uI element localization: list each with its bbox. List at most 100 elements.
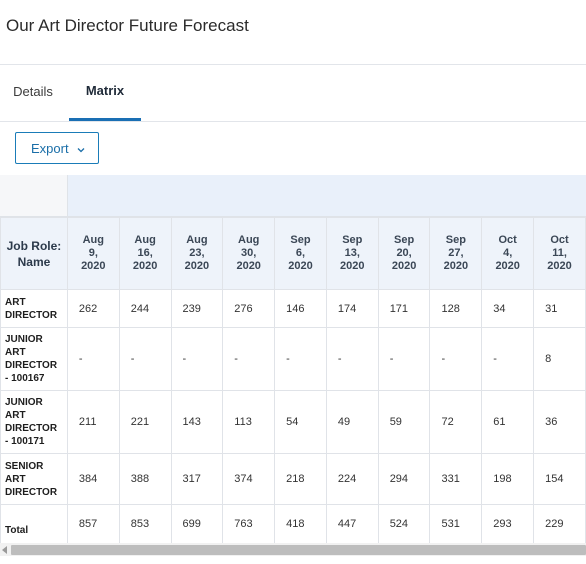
export-button-label: Export — [31, 140, 69, 156]
date-header-part: 2020 — [288, 260, 313, 272]
table-cell[interactable]: 699 — [170, 504, 224, 543]
table-cell[interactable]: 374 — [222, 453, 276, 505]
table-cell[interactable]: 34 — [481, 289, 535, 328]
table-row: JUNIOR ART DIRECTOR - 100167- - - - - - - - -8 — [0, 327, 586, 391]
job-role-header-label: Job Role: Name — [6, 238, 62, 269]
tab-matrix[interactable]: Matrix — [69, 66, 141, 122]
table-cell[interactable]: 524 — [377, 504, 431, 543]
tabs-divider — [0, 121, 586, 122]
row-label-part: - 100171 — [5, 436, 45, 447]
table-cell[interactable]: 128 — [429, 289, 483, 328]
table-cell[interactable]: 218 — [274, 453, 327, 505]
table-cell[interactable]: 418 — [274, 504, 327, 543]
table-cell[interactable]: 276 — [222, 289, 276, 328]
table-cell[interactable]: 211 — [66, 390, 120, 454]
row-label: ART DIRECTOR — [0, 289, 68, 328]
table-cell[interactable]: 447 — [325, 504, 379, 543]
column-header-date[interactable]: Aug 16, 2020 — [118, 217, 172, 290]
table-cell[interactable]: 49 — [325, 390, 379, 454]
column-header-date[interactable]: Aug 23, 2020 — [170, 217, 224, 290]
date-header-part: Sep — [393, 234, 415, 246]
date-header-part: 2020 — [81, 260, 106, 272]
date-header-part: Sep — [445, 234, 466, 246]
table-cell[interactable]: 853 — [118, 504, 172, 543]
date-header-part: 2020 — [391, 260, 417, 272]
column-header-date[interactable]: Sep 27, 2020 — [429, 217, 483, 290]
tab-details[interactable]: Details — [13, 84, 53, 99]
table-cell[interactable]: 171 — [377, 289, 431, 328]
column-header-date[interactable]: Sep 6, 2020 — [274, 217, 327, 290]
table-cell[interactable]: 31 — [533, 289, 586, 328]
column-header-date[interactable]: Sep 13, 2020 — [325, 217, 379, 290]
table-cell[interactable]: - — [274, 327, 327, 391]
table-cell[interactable]: 146 — [274, 289, 327, 328]
table-cell[interactable]: 59 — [377, 390, 431, 454]
table-cell[interactable]: 262 — [66, 289, 120, 328]
table-cell[interactable]: 174 — [325, 289, 379, 328]
date-header-part: 20, — [396, 247, 412, 259]
table-cell[interactable]: 72 — [429, 390, 483, 454]
date-header-part: 2020 — [132, 260, 158, 272]
table-cell[interactable]: 221 — [118, 390, 172, 454]
table-cell[interactable]: 36 — [533, 390, 586, 454]
table-cell[interactable]: 113 — [222, 390, 276, 454]
matrix-table: Job Role: Name Aug 9, 2020 Aug 16, 2020 Aug 23,… — [0, 217, 586, 543]
table-cell[interactable]: 857 — [66, 504, 120, 543]
tab-matrix-label: Matrix — [85, 83, 125, 98]
table-cell[interactable]: 384 — [66, 453, 120, 505]
column-header-date[interactable]: Oct 11, 2020 — [533, 217, 586, 290]
column-header-date[interactable]: Aug 9, 2020 — [66, 217, 120, 290]
horizontal-scrollbar[interactable] — [0, 543, 586, 556]
table-cell[interactable]: 61 — [481, 390, 535, 454]
table-cell[interactable]: 143 — [170, 390, 224, 454]
table-cell[interactable]: 317 — [170, 453, 224, 505]
table-cell[interactable]: 244 — [118, 289, 172, 328]
table-cell[interactable]: - — [118, 327, 172, 391]
column-header-job-role[interactable]: Job Role: Name — [0, 217, 68, 290]
scroll-left-icon[interactable] — [2, 546, 7, 554]
column-header-date[interactable]: Aug 30, 2020 — [222, 217, 276, 290]
table-cell[interactable]: - — [66, 327, 120, 391]
scrollbar-thumb[interactable] — [11, 545, 586, 555]
table-cell[interactable]: 763 — [222, 504, 276, 543]
table-cell[interactable]: - — [429, 327, 483, 391]
table-cell[interactable]: 198 — [481, 453, 535, 505]
tab-bar: Details Matrix — [0, 66, 586, 122]
date-header-part: Sep — [290, 234, 311, 246]
table-cell[interactable]: 331 — [429, 453, 483, 505]
date-header-part: 13, — [344, 247, 360, 259]
table-cell[interactable]: 229 — [533, 504, 586, 543]
date-header-part: 2020 — [443, 260, 469, 272]
table-cell[interactable]: 531 — [429, 504, 483, 543]
table-cell[interactable]: - — [222, 327, 276, 391]
row-label-part: DIRECTOR — [5, 309, 58, 321]
table-cell[interactable]: - — [325, 327, 379, 391]
table-cell[interactable]: - — [170, 327, 224, 391]
table-cell[interactable]: 154 — [533, 453, 586, 505]
column-header-date[interactable]: Oct 4, 2020 — [481, 217, 535, 290]
table-cell[interactable]: 54 — [274, 390, 327, 454]
date-header-part: 4, — [503, 247, 513, 259]
table-cell[interactable]: 294 — [377, 453, 431, 505]
header-band-right — [67, 175, 586, 217]
row-label-part: DIRECTOR — [5, 486, 58, 498]
table-cell[interactable]: 224 — [325, 453, 379, 505]
table-cell[interactable]: 293 — [481, 504, 535, 543]
date-header-part: 9, — [88, 247, 98, 259]
row-label-part: DIRECTOR — [5, 360, 58, 371]
header-row: Job Role: Name Aug 9, 2020 Aug 16, 2020 Aug 23,… — [0, 217, 586, 290]
table-cell[interactable]: - — [377, 327, 431, 391]
date-header-part: 23, — [189, 247, 205, 259]
date-header-part: Aug — [82, 234, 104, 246]
export-button[interactable]: Export — [15, 132, 99, 164]
table-cell[interactable]: 388 — [118, 453, 172, 505]
date-header-part: 2020 — [340, 260, 365, 272]
page-title: Our Art Director Future Forecast — [6, 16, 249, 35]
table-cell[interactable]: 239 — [170, 289, 224, 328]
table-cell[interactable]: 8 — [533, 327, 586, 391]
table-cell[interactable]: - — [481, 327, 535, 391]
column-header-date[interactable]: Sep 20, 2020 — [377, 217, 431, 290]
date-header-part: 27, — [448, 247, 464, 259]
matrix-grid: Job Role: Name Aug 9, 2020 Aug 16, 2020 Aug 23,… — [0, 175, 586, 543]
date-header-part: 30, — [241, 247, 257, 259]
